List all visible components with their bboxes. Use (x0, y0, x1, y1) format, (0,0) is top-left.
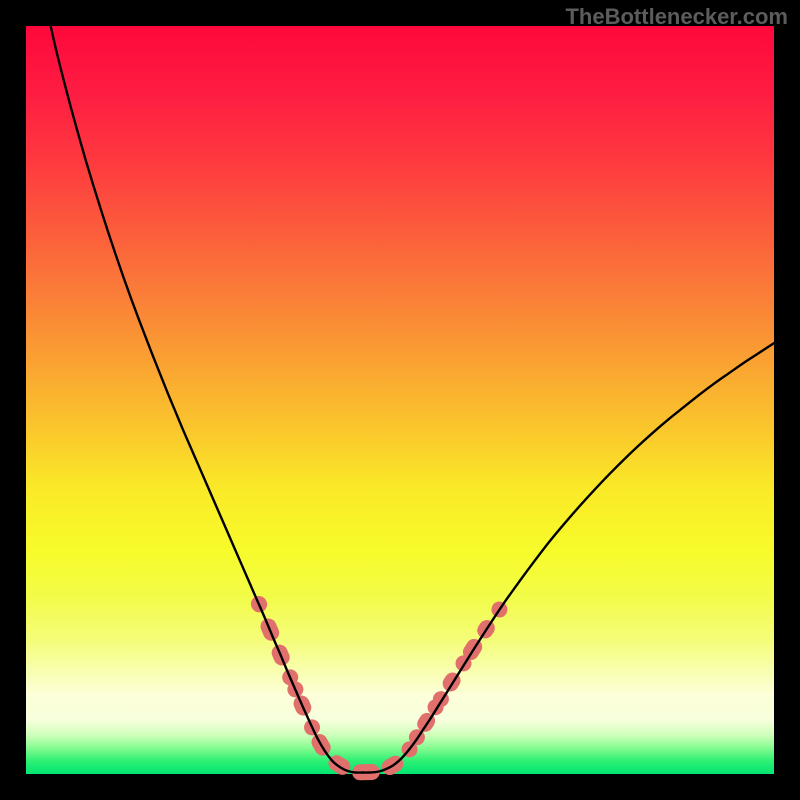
curve-right (363, 343, 774, 772)
curve-left (51, 26, 363, 773)
chart-container: TheBottlenecker.com (0, 0, 800, 800)
watermark-text: TheBottlenecker.com (565, 4, 788, 30)
curve-plot (0, 0, 800, 800)
